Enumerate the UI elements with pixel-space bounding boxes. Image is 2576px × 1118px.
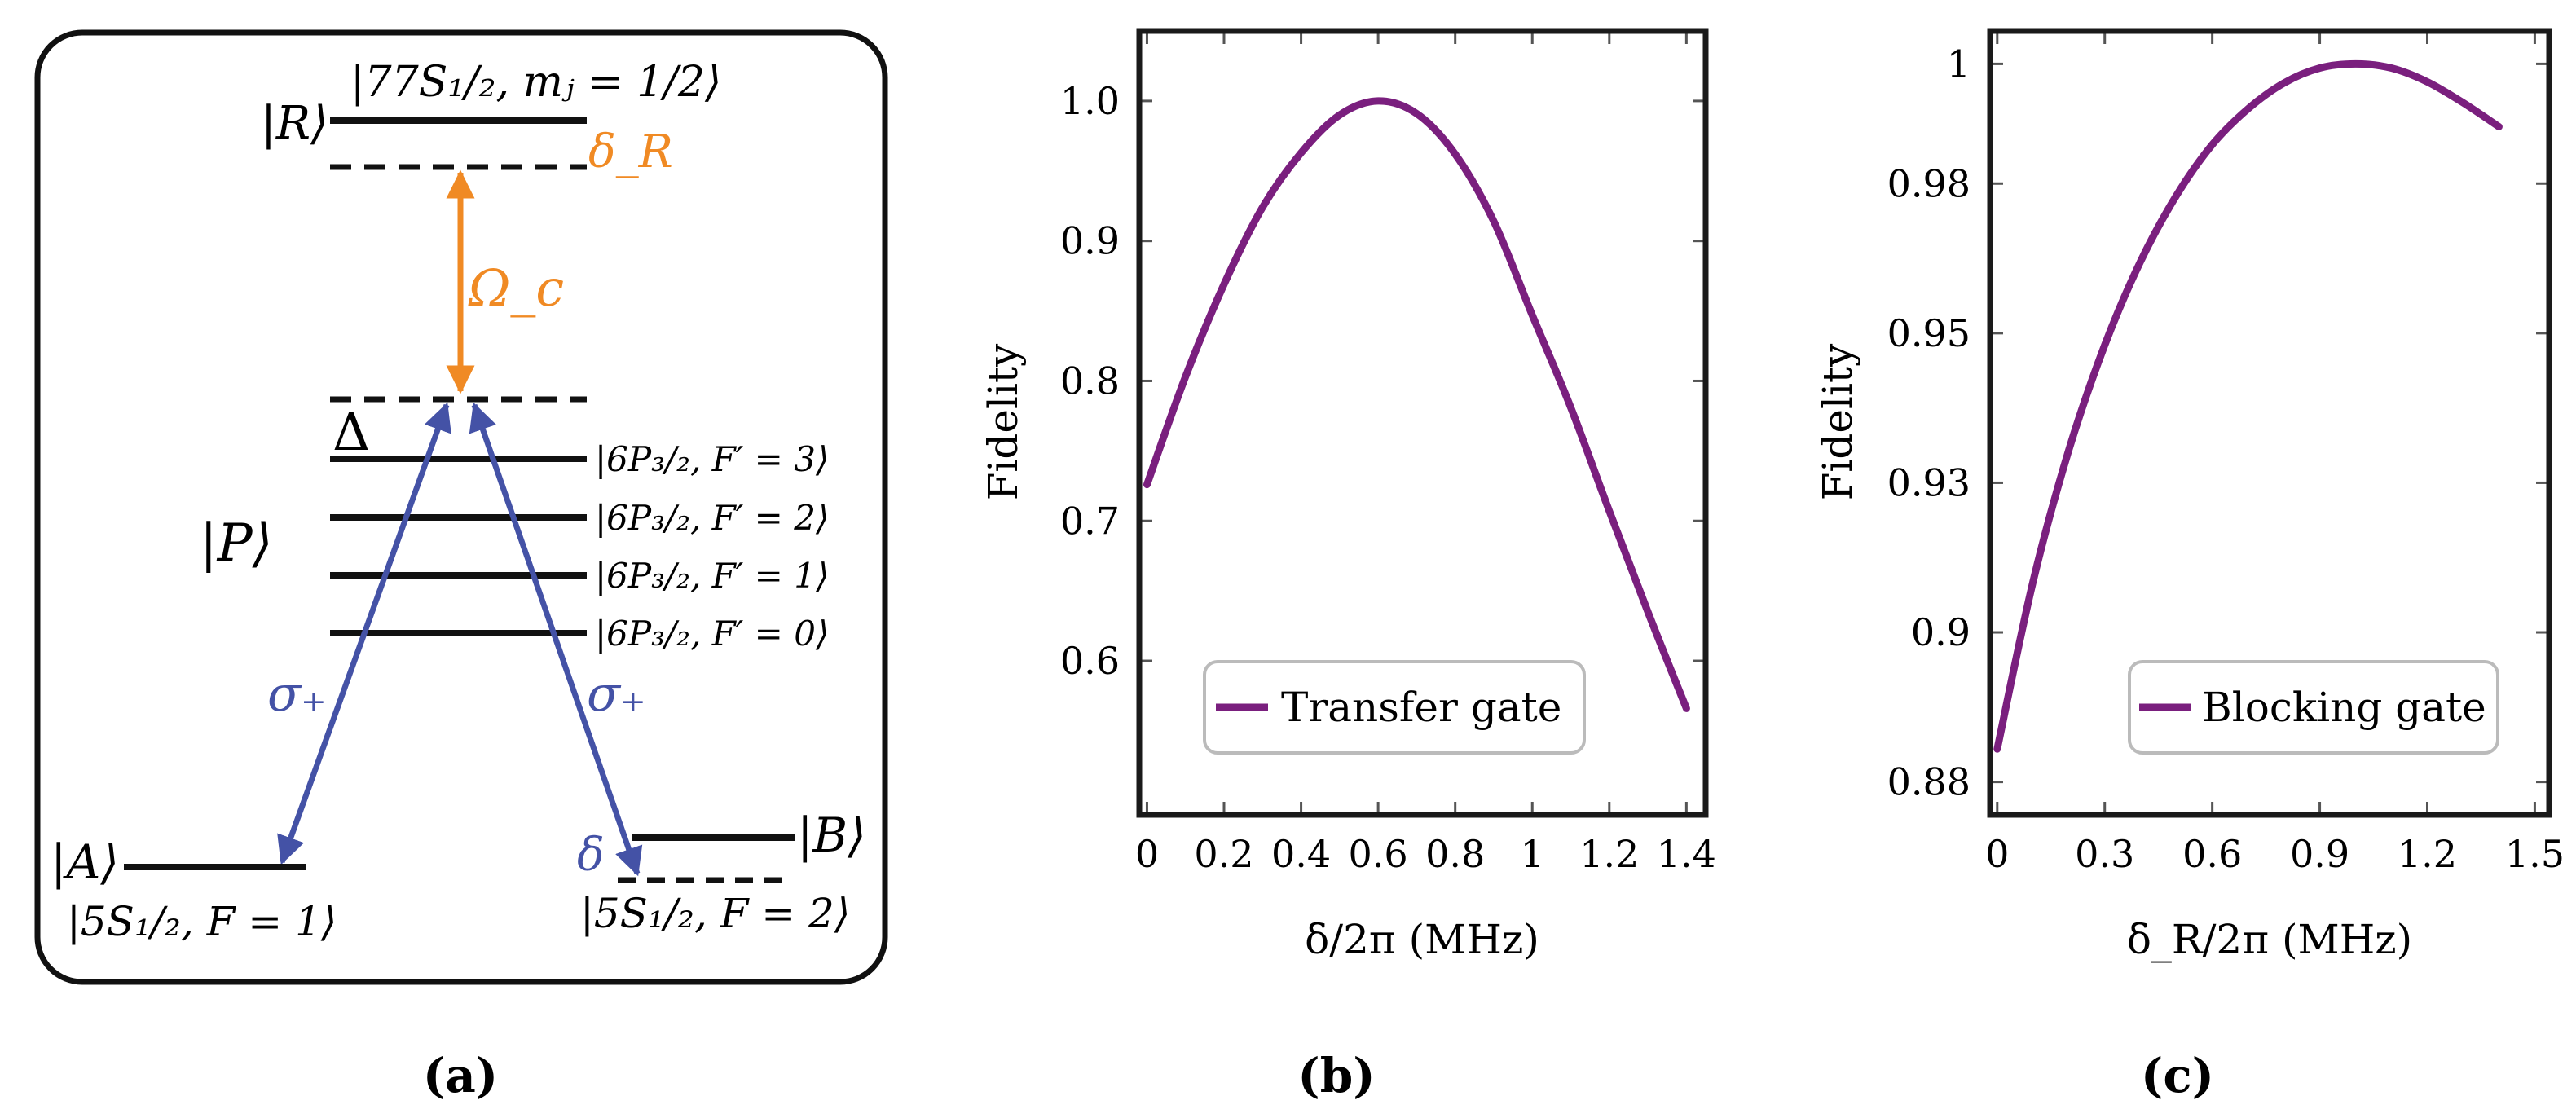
chart-c-legend-label: Blocking gate xyxy=(2202,684,2486,731)
state-R-label: |R⟩ xyxy=(261,97,328,150)
chart-b-xtick-label: 0.8 xyxy=(1425,832,1485,876)
chart-c-xtick-label: 1.2 xyxy=(2398,832,2457,876)
chart-c-xlabel: δ_R/2π (MHz) xyxy=(2127,916,2412,963)
chart-c-series-line xyxy=(1993,59,2503,753)
state-P-label: |P⟩ xyxy=(200,513,273,574)
state-A-detail: |5S₁/₂, F = 1⟩ xyxy=(67,898,337,945)
chart-c-ytick-label: 0.88 xyxy=(1887,760,1971,804)
chart-b-xtick-label: 0.6 xyxy=(1349,832,1408,876)
chart-b-legend-box xyxy=(1203,660,1586,755)
probe-arrow-right xyxy=(469,402,643,877)
probe-arrow-left xyxy=(277,402,451,865)
chart-b-series-line xyxy=(1143,97,1690,712)
state-B-label: |B⟩ xyxy=(797,808,866,863)
hyperfine-label-F2: |6P₃/₂, F′ = 2⟩ xyxy=(595,498,829,538)
state-R-detail: |77S₁/₂, mⱼ = 1/2⟩ xyxy=(350,58,721,107)
sigma-left-label: σ₊ xyxy=(267,666,327,723)
state-B-detail: |5S₁/₂, F = 2⟩ xyxy=(580,890,850,937)
hyperfine-label-F1: |6P₃/₂, F′ = 1⟩ xyxy=(595,556,829,596)
chart-c-ytick-label: 0.9 xyxy=(1911,610,1971,654)
chart-b-legend-label: Transfer gate xyxy=(1281,684,1561,731)
chart-c-xtick-label: 0 xyxy=(1985,832,2009,876)
chart-b-xlabel: δ/2π (MHz) xyxy=(1305,916,1539,963)
chart-c-xtick-label: 0.3 xyxy=(2075,832,2134,876)
delta-label: δ xyxy=(577,829,605,882)
chart-b-curve-layer xyxy=(1143,97,1690,712)
panel-a-frame xyxy=(34,29,888,985)
caption-b: (b) xyxy=(1297,1048,1375,1103)
chart-c-ytick-label: 0.93 xyxy=(1887,460,1971,504)
chart-c-legend: Blocking gate xyxy=(2128,660,2499,755)
chart-c-xtick-label: 0.9 xyxy=(2290,832,2349,876)
chart-b-ytick-label: 0.6 xyxy=(1060,639,1120,683)
chart-b-xtick-label: 0 xyxy=(1135,832,1159,876)
hyperfine-label-F0: |6P₃/₂, F′ = 0⟩ xyxy=(595,614,829,654)
chart-c-xtick-label: 0.6 xyxy=(2182,832,2242,876)
sigma-right-label: σ₊ xyxy=(587,666,646,723)
chart-b-xtick-label: 0.4 xyxy=(1271,832,1331,876)
Delta-label: Δ xyxy=(332,403,370,463)
hyperfine-label-F3: |6P₃/₂, F′ = 3⟩ xyxy=(595,439,829,479)
state-A-label: |A⟩ xyxy=(51,834,119,890)
caption-a: (a) xyxy=(423,1048,498,1103)
chart-b-ylabel: Fidelity xyxy=(980,343,1027,500)
chart-b-xtick-label: 1 xyxy=(1521,832,1544,876)
omega-c-label: Ω_c xyxy=(468,258,564,318)
chart-c-ytick-label: 1 xyxy=(1947,42,1971,86)
chart-b-xtick-label: 0.2 xyxy=(1194,832,1253,876)
chart-c-ylabel: Fidelity xyxy=(1814,343,1861,500)
panel-a: |R⟩ |77S₁/₂, mⱼ = 1/2⟩ δ_R Ω_c Δ |6P₃/₂,… xyxy=(34,29,888,985)
chart-b-ytick-label: 0.7 xyxy=(1060,499,1120,543)
chart-b-frame xyxy=(1136,28,1709,818)
chart-c-frame xyxy=(1987,28,2552,818)
chart-b-ytick-label: 0.8 xyxy=(1060,359,1120,403)
delta-R-label: δ_R xyxy=(588,125,673,178)
chart-b-ytick-label: 1.0 xyxy=(1060,79,1120,123)
chart-b: 0 0.2 0.4 0.6 0.8 1 1.2 1.4 0.6 0.7 0.8 0.9 1.0 Tran… xyxy=(980,28,1716,963)
chart-c: 0 0.3 0.6 0.9 1.2 1.5 0.88 0.9 0.93 0.95 0.98 1 Blo… xyxy=(1814,28,2565,963)
chart-b-xtick-label: 1.4 xyxy=(1657,832,1716,876)
chart-b-ytick-label: 0.9 xyxy=(1060,219,1120,263)
chart-b-xtick-label: 1.2 xyxy=(1579,832,1639,876)
chart-b-legend: Transfer gate xyxy=(1203,660,1586,755)
chart-c-curve-layer xyxy=(1993,59,2503,753)
chart-c-ytick-label: 0.95 xyxy=(1887,311,1971,355)
caption-c: (c) xyxy=(2141,1048,2214,1103)
chart-c-xtick-label: 1.5 xyxy=(2505,832,2565,876)
chart-c-legend-box xyxy=(2128,660,2499,755)
chart-c-ytick-label: 0.98 xyxy=(1887,161,1971,205)
